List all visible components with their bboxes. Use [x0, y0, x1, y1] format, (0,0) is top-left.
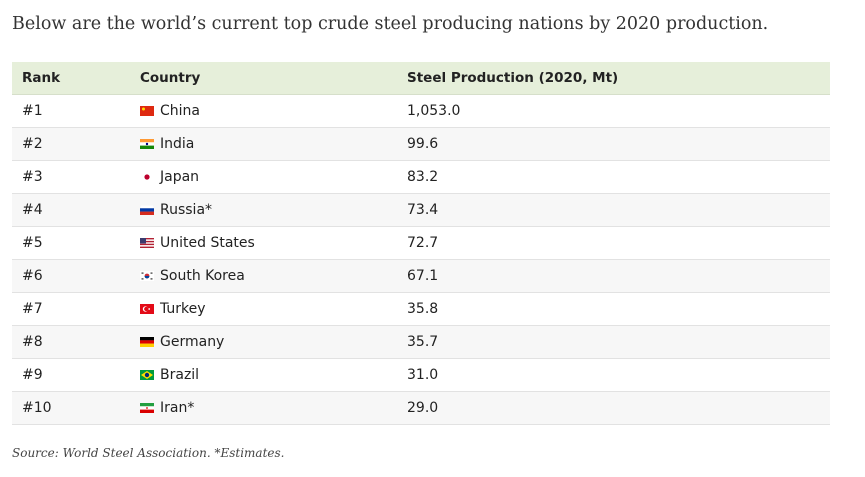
country: Brazil	[160, 367, 200, 383]
header-cell: Country	[140, 70, 201, 86]
production: 72.7	[407, 235, 439, 251]
flag-part	[140, 409, 154, 413]
table-row: #2 India 99.6	[12, 128, 830, 161]
flag-icon	[140, 337, 154, 347]
flag-part	[140, 238, 154, 248]
table-row: #1 China 1,053.0	[12, 95, 830, 128]
flag-part	[144, 372, 150, 378]
production: 35.7	[407, 334, 439, 350]
intro: Below are the world’s current top crude …	[12, 14, 769, 34]
flag-part	[144, 276, 150, 279]
flag-part	[144, 174, 150, 180]
flag-part	[146, 407, 148, 409]
flag-part	[148, 308, 151, 310]
rank: #8	[22, 334, 43, 350]
table: Rank Country Steel Production (2020, Mt) #…	[12, 62, 830, 425]
flag-icon	[140, 139, 154, 149]
table-row: #3 Japan 83.2	[12, 161, 830, 194]
rank: #7	[22, 301, 43, 317]
flag-part	[140, 208, 154, 212]
rank: #6	[22, 268, 43, 284]
flag-part	[145, 142, 149, 146]
flag-part	[140, 337, 154, 341]
flag-icon	[140, 172, 154, 182]
header-row: Rank Country Steel Production (2020, Mt)	[12, 62, 830, 95]
flag-part	[150, 272, 153, 274]
rank: #1	[22, 103, 43, 119]
flag-icon	[140, 205, 154, 215]
flag-part	[140, 238, 146, 244]
table-row: #9 Brazil 31.0	[12, 359, 830, 392]
country: Turkey	[160, 301, 206, 317]
flag-icon	[140, 304, 154, 314]
country: Russia*	[160, 202, 213, 218]
flag-part	[144, 306, 149, 312]
country: South Korea	[160, 268, 245, 284]
country: China	[160, 103, 200, 119]
production: 99.6	[407, 136, 439, 152]
rank: #10	[22, 400, 52, 416]
flag-part	[141, 272, 144, 274]
flag-part	[140, 340, 154, 344]
flag-part	[140, 246, 154, 248]
flag-part	[140, 238, 154, 240]
country: Japan	[160, 169, 200, 185]
production: 83.2	[407, 169, 439, 185]
table-row: #10 Iran* 29.0	[12, 392, 830, 425]
flag-part	[140, 240, 154, 243]
rank: #9	[22, 367, 43, 383]
flag-part	[142, 107, 145, 111]
table-row: #8 Germany 35.7	[12, 326, 830, 359]
rank: #3	[22, 169, 43, 185]
production: 29.0	[407, 400, 439, 416]
flag-part	[140, 243, 154, 246]
country: India	[160, 136, 195, 152]
table-row: #5 United States 72.7	[12, 227, 830, 260]
flag-part	[140, 211, 154, 215]
flag-icon	[140, 370, 154, 380]
country: Germany	[160, 334, 225, 350]
flag-part	[140, 343, 154, 347]
country: United States	[160, 235, 255, 251]
country: Iran*	[160, 400, 195, 416]
flag-icon	[140, 106, 154, 116]
table-row: #6 South Korea 67.1	[12, 260, 830, 293]
production: 73.4	[407, 202, 439, 218]
production: 35.8	[407, 301, 439, 317]
production: 1,053.0	[407, 103, 461, 119]
header-cell: Steel Production (2020, Mt)	[407, 70, 619, 86]
flag-part	[150, 278, 153, 280]
flag-part	[140, 205, 154, 209]
rank: #4	[22, 202, 43, 218]
flag-part	[140, 139, 154, 143]
flag-part	[141, 278, 144, 280]
source: Source: World Steel Association. *Estima…	[12, 446, 285, 460]
flag-part	[140, 403, 154, 407]
rank: #5	[22, 235, 43, 251]
production: 31.0	[407, 367, 439, 383]
production: 67.1	[407, 268, 439, 284]
flag-icon	[140, 238, 154, 248]
rank: #2	[22, 136, 43, 152]
flag-part	[140, 145, 154, 149]
flag-icon	[140, 271, 154, 281]
flag-part	[140, 106, 154, 116]
table-row: #7 Turkey 35.8	[12, 293, 830, 326]
flag-icon	[140, 403, 154, 413]
header-cell: Rank	[22, 70, 61, 86]
table-row: #4 Russia* 73.4	[12, 194, 830, 227]
